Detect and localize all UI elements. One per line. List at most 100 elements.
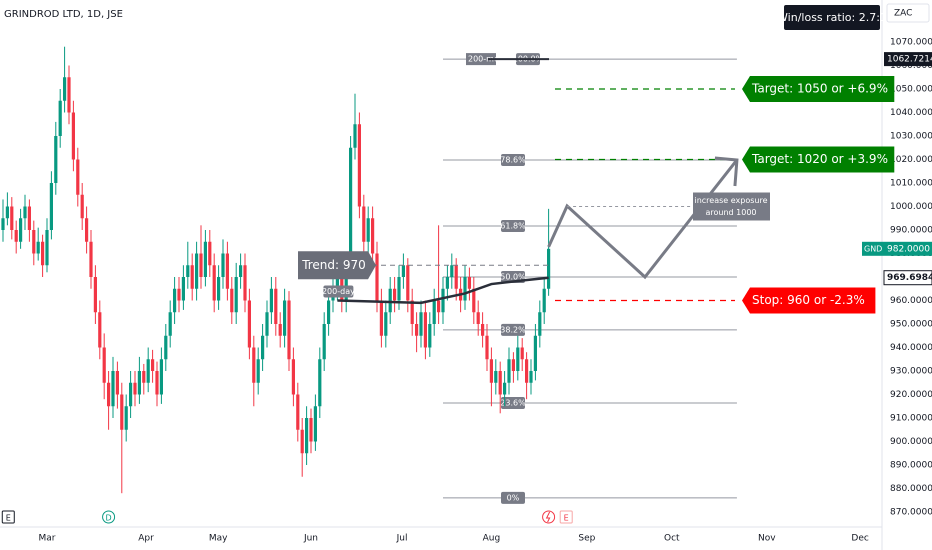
candle-body (186, 265, 190, 277)
candle-body (419, 312, 423, 336)
candle-body (274, 288, 278, 324)
candle-body (494, 371, 498, 383)
x-tick-label: Mar (39, 534, 56, 544)
candle-body (230, 288, 234, 313)
candle-body (472, 288, 476, 313)
candle-body (10, 206, 14, 230)
fib-label: 0% (507, 493, 520, 502)
candle-body (155, 371, 159, 395)
candle-body (357, 124, 362, 207)
candle-body (102, 347, 106, 383)
dividend-split-icon (542, 510, 556, 524)
candle-body (62, 77, 67, 101)
candle-body (18, 218, 23, 242)
candle-body (437, 300, 441, 313)
fib-label: 23.6% (500, 398, 526, 407)
candle-body (260, 335, 265, 360)
candle-body (190, 265, 194, 289)
candle-body (309, 418, 313, 442)
candle-body (401, 265, 406, 277)
candle-body (481, 324, 485, 336)
candle-body (49, 183, 53, 230)
trend-label: Trend: 970 (301, 258, 366, 272)
y-tick-label: 1010.0000 (890, 179, 932, 189)
candle-body (313, 406, 317, 442)
candle-body (111, 371, 115, 407)
candle-body (120, 394, 124, 430)
fib-label-box (501, 323, 525, 336)
candle-body (393, 288, 397, 301)
y-tick-label: 960.0000 (890, 296, 932, 306)
candle-body (164, 335, 168, 360)
candle-body (410, 300, 414, 324)
y-tick-label: 950.0000 (890, 320, 932, 330)
projection-arrow (714, 156, 739, 187)
candle-body (1, 218, 5, 230)
candle-body (441, 288, 445, 313)
x-tick-label: Dec (851, 534, 868, 544)
last-name-box (862, 241, 884, 256)
candle-body (450, 265, 454, 277)
candle-body (498, 371, 502, 395)
target-box (742, 76, 895, 102)
candle-body (445, 277, 450, 289)
candle-body (423, 312, 428, 348)
win-loss: Win/loss ratio: 2.7:1 (777, 11, 887, 24)
candle-body (247, 300, 251, 348)
note-text: around 1000 (705, 208, 756, 217)
candle-body (287, 300, 291, 360)
y-tick-label: 890.0000 (890, 461, 932, 471)
ma-label-box (323, 285, 354, 298)
candle-body (384, 312, 388, 336)
candle-body (76, 159, 80, 195)
candle-body (362, 206, 366, 242)
ma-price-box (883, 270, 932, 286)
candle-body (467, 277, 472, 289)
candle-body (375, 253, 379, 301)
candle-body (296, 394, 300, 430)
fib-label-box (501, 396, 525, 409)
y-tick-label: 900.0000 (890, 437, 932, 447)
candle-body (335, 277, 339, 289)
candle-body (40, 241, 45, 266)
candle-body (172, 288, 177, 313)
candle-body (278, 324, 282, 336)
candle-body (137, 371, 141, 395)
candle-body (203, 241, 207, 277)
projection (547, 159, 739, 280)
candle-body (454, 265, 458, 289)
y-tick-label: 940.0000 (890, 343, 932, 353)
candle-body (84, 218, 89, 242)
y-tick-label: 880.0000 (890, 484, 932, 494)
trend-box (298, 251, 376, 280)
candle-body (344, 265, 348, 301)
x-tick-label: Sep (578, 534, 595, 544)
candle-body (291, 359, 295, 395)
candle-body (115, 371, 119, 395)
ma-price: 969.6984 (887, 273, 932, 283)
candle-body (406, 265, 410, 301)
candle-body (124, 406, 128, 430)
currency-box (886, 3, 930, 23)
candle-body (71, 112, 75, 160)
y-tick-label: 910.0000 (890, 414, 932, 424)
candle-body (150, 359, 155, 371)
fib-label-box (501, 491, 525, 504)
candle-body (415, 324, 419, 336)
last-name: GND (864, 244, 882, 253)
win-loss-box (784, 5, 880, 30)
candle-body (98, 312, 102, 348)
candle-body (238, 265, 243, 277)
note-text: increase exposure (694, 196, 767, 205)
candle-body (194, 253, 199, 289)
candle-body (542, 288, 546, 313)
y-tick-label: 1070.0000 (890, 38, 932, 48)
event-label: D (106, 514, 112, 523)
candle-body (428, 324, 432, 348)
candle-body (181, 277, 185, 301)
y-tick-label: 870.0000 (890, 508, 932, 518)
candle-body (318, 359, 322, 407)
candle-body (225, 253, 229, 289)
candle-body (379, 300, 384, 336)
